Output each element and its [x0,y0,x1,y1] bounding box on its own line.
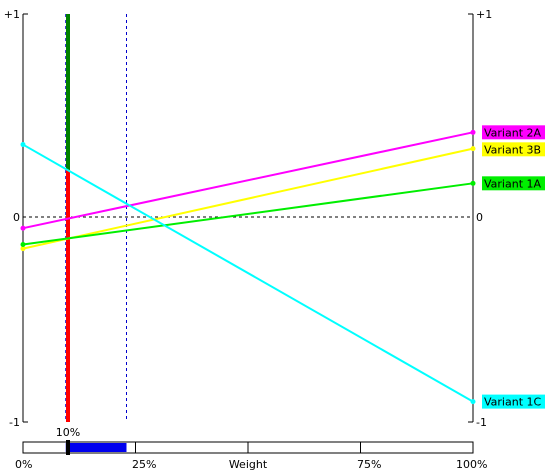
series-label-bg-variant-2a [482,125,545,140]
series-label-text-variant-1a: Variant 1A [484,177,542,190]
weight-axis-label-0: 0% [15,458,32,471]
weight-slider-handle[interactable] [66,440,70,455]
series-point-variant-1a-0 [20,242,26,248]
series-label-bg-variant-3b [482,142,545,157]
right-tick-zero: 0 [476,211,483,224]
series-point-variant-2a-0 [20,225,26,231]
right-tick-bottom: -1 [476,416,487,429]
left-tick-zero: 0 [13,211,20,224]
weight-axis-label-25: 25% [132,458,156,471]
series-layer [20,129,476,405]
left-tick-bottom: -1 [9,416,20,429]
series-label-variant-2a: Variant 2A [482,125,545,140]
series-label-bg-variant-1a [482,176,545,191]
series-point-variant-3b-1 [470,146,476,152]
series-point-variant-1c-0 [20,142,26,148]
series-line-variant-1a [22,182,474,246]
series-label-text-variant-2a: Variant 2A [484,126,542,139]
series-label-variant-1c: Variant 1C [482,394,545,409]
series-label-text-variant-3b: Variant 3B [484,143,541,156]
series-point-variant-1a-1 [470,180,476,186]
weight-axis-label-75: 75% [357,458,381,471]
series-label-bg-variant-1c [482,394,545,409]
series-line-variant-1c [22,143,474,403]
weight-interval-bar[interactable] [65,443,127,452]
series-label-text-variant-1c: Variant 1C [484,396,542,409]
series-point-variant-1c-1 [470,399,476,405]
series-label-variant-3b: Variant 3B [482,142,545,157]
weight-axis-title: Weight [229,458,268,471]
weight-axis-label-100: 100% [456,458,487,471]
series-label-variant-1a: Variant 1A [482,176,545,191]
series-line-variant-2a [22,131,474,230]
series-point-variant-3b-0 [20,246,26,252]
series-labels: Variant 2A Variant 3B Variant 1A Variant 1C [482,125,545,409]
current-weight-label: 10% [56,426,80,439]
right-tick-top: +1 [476,8,492,21]
series-line-variant-3b [22,147,474,250]
series-point-variant-2a-1 [470,129,476,135]
left-tick-top: +1 [4,8,20,21]
